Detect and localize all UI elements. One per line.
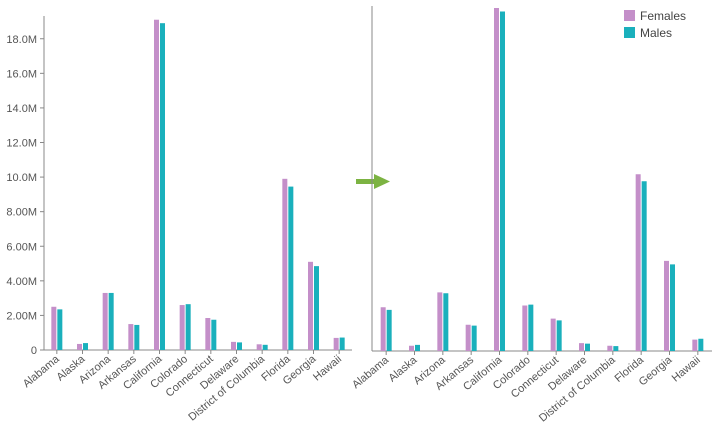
bar-males[interactable] [108,292,114,350]
bar-females[interactable] [550,318,556,351]
bar-females[interactable] [256,344,262,350]
bar-females[interactable] [51,306,57,350]
bar-males[interactable] [613,346,619,351]
bar-females[interactable] [231,341,236,350]
arrow-shaft [356,179,376,184]
y-tick-label: 2.00M [6,310,37,322]
bar-males[interactable] [670,264,675,351]
bar-males[interactable] [237,342,242,350]
bar-males[interactable] [160,23,165,350]
legend-label: Females [640,9,686,23]
y-tick-label: 0 [31,345,37,357]
bar-males[interactable] [641,181,647,351]
bar-females[interactable] [409,345,414,351]
bar-females[interactable] [635,174,641,351]
bar-males[interactable] [386,309,392,351]
bar-males[interactable] [585,343,590,351]
bar-females[interactable] [282,178,288,350]
bar-males[interactable] [415,344,420,351]
legend-swatch [624,27,635,38]
bar-females[interactable] [465,324,471,351]
bar-females[interactable] [380,307,386,351]
y-tick-label: 4.00M [6,276,37,288]
bar-males[interactable] [57,309,63,350]
bar-females[interactable] [333,337,339,350]
bar-males[interactable] [185,304,191,350]
bar-males[interactable] [134,324,140,350]
y-tick-label: 16.0M [6,68,37,80]
y-tick-label: 8.00M [6,207,37,219]
bar-females[interactable] [179,305,185,350]
legend-label: Males [640,26,672,40]
bar-females[interactable] [522,305,528,352]
bar-males[interactable] [262,344,268,350]
bar-females[interactable] [494,8,499,351]
x-tick-label: Hawaii [670,354,703,384]
y-tick-label: 14.0M [6,103,37,115]
y-tick-label: 12.0M [6,138,37,150]
bar-males[interactable] [471,325,477,351]
bar-females[interactable] [308,261,313,350]
bar-males[interactable] [314,266,319,350]
left-bar-chart: 0 2.00M 4.00M 6.00M 8.00M 10.0M 12.0M 14.0M 16.0… [6,16,352,424]
bar-males[interactable] [443,293,449,351]
right-bar-chart: AlabamaAlaskaArizonaArkansasCaliforniaCo… [350,6,712,425]
bar-females[interactable] [102,292,108,350]
bar-males[interactable] [288,186,294,350]
bar-males[interactable] [339,337,345,350]
arrow-right-icon [356,174,390,189]
x-tick-label: Georgia [637,354,675,389]
bar-males[interactable] [500,11,505,352]
bar-males[interactable] [211,319,217,350]
x-tick-label: Alabama [21,353,63,391]
y-tick-label: 10.0M [6,172,37,184]
bar-females[interactable] [205,318,211,350]
bar-males[interactable] [698,338,704,351]
bar-females[interactable] [692,339,698,351]
bar-males[interactable] [528,304,534,351]
bar-females[interactable] [128,324,134,350]
bar-females[interactable] [437,292,443,351]
x-tick-label: Hawaii [311,353,344,383]
bar-females[interactable] [664,260,669,351]
bar-males[interactable] [83,343,88,350]
bar-females[interactable] [154,19,159,351]
bar-females[interactable] [607,345,613,351]
bar-females[interactable] [579,343,584,351]
x-tick-label: Alabama [350,354,392,392]
y-tick-label: 6.00M [6,241,37,253]
bar-females[interactable] [77,343,82,350]
legend-swatch [624,10,635,21]
y-tick-label: 18.0M [6,34,37,46]
bar-males[interactable] [556,320,562,351]
arrow-head [374,174,390,189]
